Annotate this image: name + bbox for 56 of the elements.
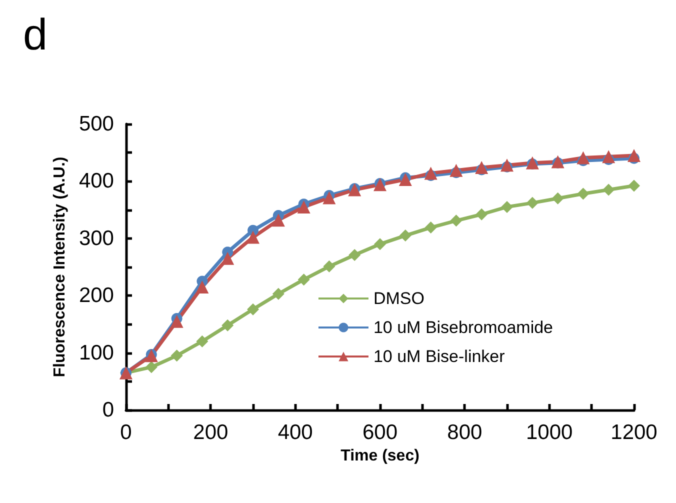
point — [322, 191, 336, 204]
legend-label: 10 uM Bisebromoamide — [373, 318, 553, 337]
point — [297, 200, 310, 214]
point — [399, 230, 412, 242]
legend-label: DMSO — [373, 289, 424, 308]
point — [602, 184, 615, 196]
point — [424, 166, 438, 180]
point — [576, 151, 590, 164]
point — [450, 164, 463, 177]
y-tick-label: 0 — [102, 398, 114, 422]
point — [476, 208, 488, 220]
point — [628, 148, 640, 162]
point — [246, 230, 260, 244]
point — [374, 178, 386, 192]
point — [272, 288, 284, 300]
point — [602, 150, 616, 164]
point — [196, 280, 209, 294]
x-tick-label: 400 — [278, 421, 313, 444]
y-axis-title: Fluorescence Intensity (A.U.) — [52, 156, 69, 378]
y-tick-label: 400 — [78, 170, 114, 193]
point — [170, 314, 184, 328]
point — [628, 180, 640, 192]
point — [298, 274, 310, 286]
y-tick-label: 500 — [78, 112, 114, 136]
point — [501, 200, 513, 213]
point — [500, 158, 514, 172]
point — [424, 222, 437, 234]
x-tick-label: 600 — [362, 421, 398, 444]
point — [272, 214, 285, 227]
point — [247, 303, 259, 316]
point — [450, 214, 462, 227]
x-tick-label: 1000 — [526, 421, 573, 444]
point — [374, 238, 386, 250]
y-tick-label: 300 — [78, 226, 114, 250]
point — [398, 172, 412, 186]
point — [348, 248, 361, 261]
point — [196, 335, 208, 348]
x-tick-label: 800 — [447, 421, 482, 444]
x-tick-label: 0 — [120, 421, 132, 444]
chart-title: d — [23, 10, 48, 60]
point — [145, 361, 158, 374]
point — [170, 350, 183, 362]
x-axis-title: Time (sec) — [340, 448, 420, 464]
point — [323, 260, 336, 272]
point — [552, 192, 564, 204]
y-tick-label: 100 — [78, 341, 114, 364]
x-tick-label: 1200 — [610, 421, 658, 444]
point — [526, 156, 539, 170]
point — [221, 252, 234, 265]
y-tick-label: 200 — [78, 284, 114, 308]
point — [222, 319, 234, 332]
legend-label: 10 uM Bise-linker — [373, 347, 506, 366]
point — [475, 160, 488, 174]
x-tick-label: 200 — [193, 421, 228, 444]
point — [577, 188, 590, 200]
point — [526, 196, 538, 209]
